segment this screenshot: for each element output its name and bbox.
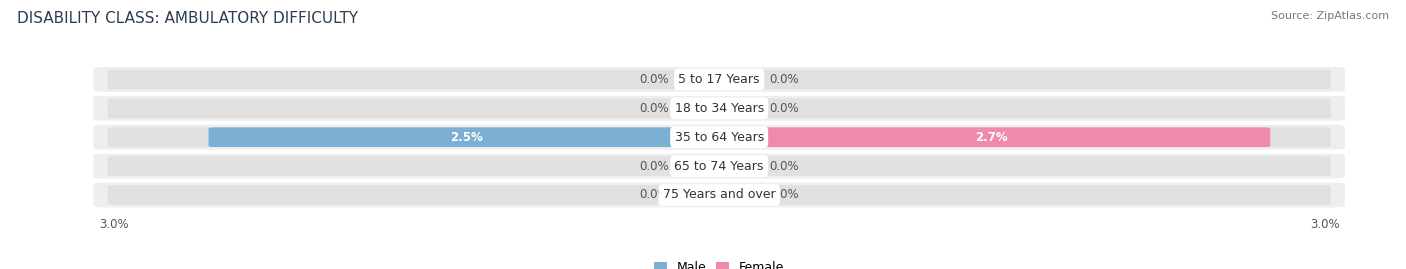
FancyBboxPatch shape bbox=[713, 98, 1330, 118]
FancyBboxPatch shape bbox=[713, 127, 1330, 147]
FancyBboxPatch shape bbox=[713, 98, 762, 118]
Text: 2.7%: 2.7% bbox=[976, 131, 1008, 144]
FancyBboxPatch shape bbox=[676, 156, 725, 176]
Text: 35 to 64 Years: 35 to 64 Years bbox=[675, 131, 763, 144]
FancyBboxPatch shape bbox=[108, 98, 725, 118]
Text: 18 to 34 Years: 18 to 34 Years bbox=[675, 102, 763, 115]
Text: 0.0%: 0.0% bbox=[640, 102, 669, 115]
FancyBboxPatch shape bbox=[713, 185, 762, 205]
FancyBboxPatch shape bbox=[93, 154, 1346, 179]
Text: 0.0%: 0.0% bbox=[769, 73, 799, 86]
Text: 75 Years and over: 75 Years and over bbox=[662, 189, 776, 201]
Text: 0.0%: 0.0% bbox=[640, 73, 669, 86]
FancyBboxPatch shape bbox=[208, 127, 725, 147]
FancyBboxPatch shape bbox=[108, 70, 725, 89]
FancyBboxPatch shape bbox=[93, 183, 1346, 207]
Text: DISABILITY CLASS: AMBULATORY DIFFICULTY: DISABILITY CLASS: AMBULATORY DIFFICULTY bbox=[17, 11, 359, 26]
FancyBboxPatch shape bbox=[713, 127, 1270, 147]
FancyBboxPatch shape bbox=[108, 156, 725, 176]
Text: 65 to 74 Years: 65 to 74 Years bbox=[675, 160, 763, 173]
FancyBboxPatch shape bbox=[108, 185, 725, 205]
Text: Source: ZipAtlas.com: Source: ZipAtlas.com bbox=[1271, 11, 1389, 21]
Text: 0.0%: 0.0% bbox=[769, 102, 799, 115]
FancyBboxPatch shape bbox=[676, 98, 725, 118]
Text: 0.0%: 0.0% bbox=[769, 160, 799, 173]
FancyBboxPatch shape bbox=[713, 156, 762, 176]
FancyBboxPatch shape bbox=[93, 67, 1346, 92]
FancyBboxPatch shape bbox=[93, 96, 1346, 121]
FancyBboxPatch shape bbox=[713, 70, 762, 89]
FancyBboxPatch shape bbox=[713, 70, 1330, 89]
Text: 0.0%: 0.0% bbox=[769, 189, 799, 201]
FancyBboxPatch shape bbox=[108, 127, 725, 147]
Text: 2.5%: 2.5% bbox=[450, 131, 484, 144]
FancyBboxPatch shape bbox=[676, 70, 725, 89]
FancyBboxPatch shape bbox=[713, 156, 1330, 176]
Text: 5 to 17 Years: 5 to 17 Years bbox=[679, 73, 759, 86]
FancyBboxPatch shape bbox=[93, 125, 1346, 150]
FancyBboxPatch shape bbox=[713, 185, 1330, 205]
Text: 0.0%: 0.0% bbox=[640, 160, 669, 173]
Legend: Male, Female: Male, Female bbox=[650, 256, 789, 269]
FancyBboxPatch shape bbox=[676, 185, 725, 205]
Text: 0.0%: 0.0% bbox=[640, 189, 669, 201]
